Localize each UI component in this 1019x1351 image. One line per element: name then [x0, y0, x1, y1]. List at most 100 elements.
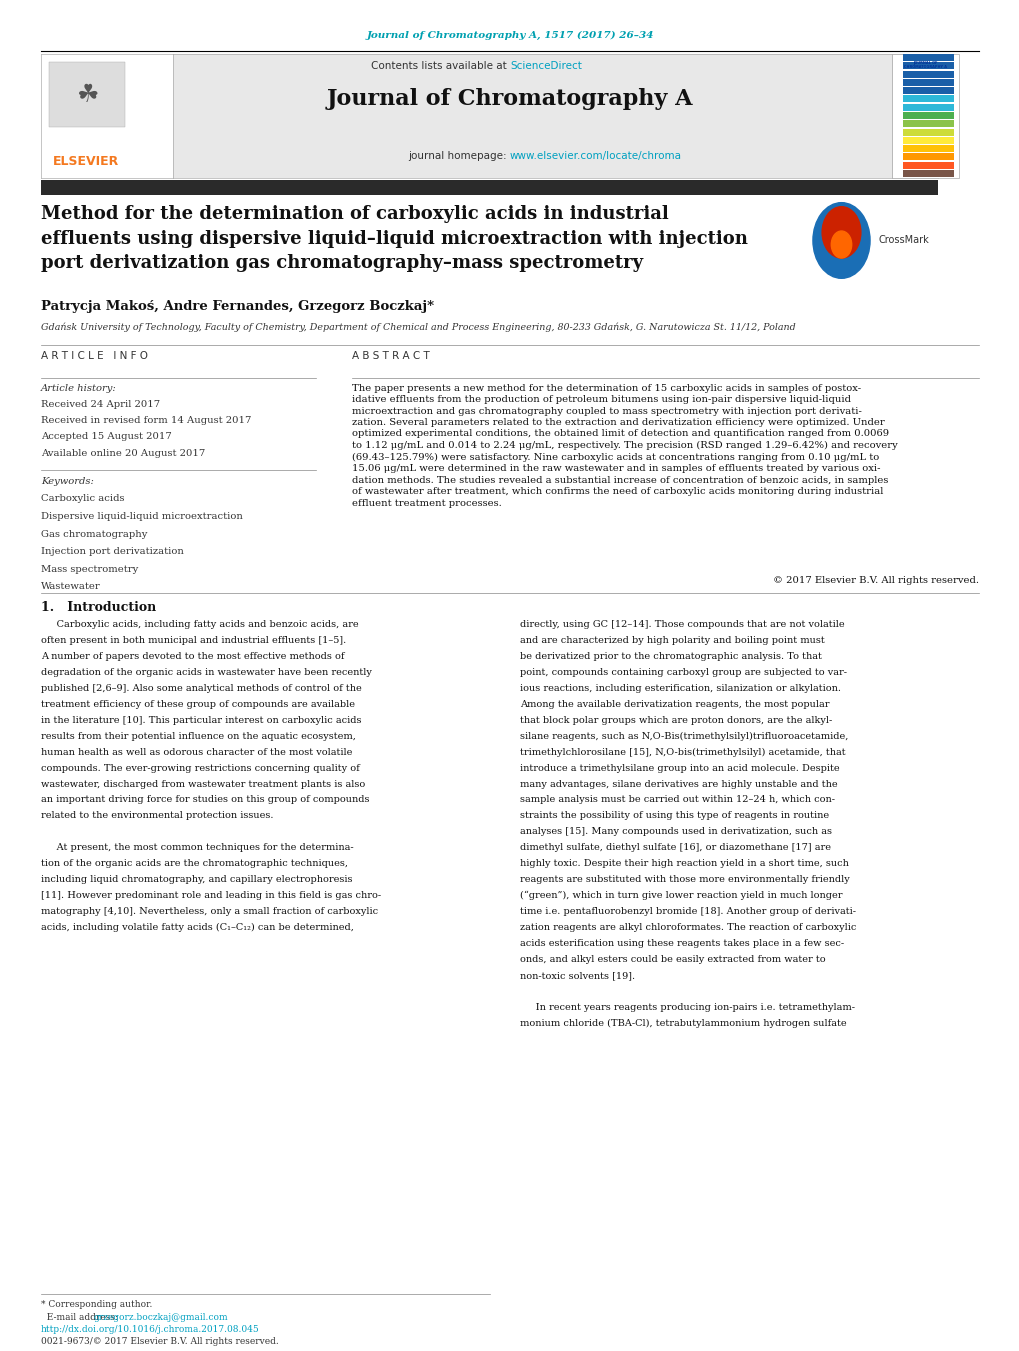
- Text: straints the possibility of using this type of reagents in routine: straints the possibility of using this t…: [520, 812, 828, 820]
- Text: ious reactions, including esterification, silanization or alkylation.: ious reactions, including esterification…: [520, 684, 841, 693]
- Text: CrossMark: CrossMark: [877, 235, 928, 246]
- Text: acids esterification using these reagents takes place in a few sec-: acids esterification using these reagent…: [520, 939, 844, 948]
- Text: Method for the determination of carboxylic acids in industrial
effluents using d: Method for the determination of carboxyl…: [41, 205, 747, 272]
- Text: Article history:: Article history:: [41, 384, 116, 393]
- Text: time i.e. pentafluorobenzyl bromide [18]. Another group of derivati-: time i.e. pentafluorobenzyl bromide [18]…: [520, 907, 855, 916]
- Text: dimethyl sulfate, diethyl sulfate [16], or diazomethane [17] are: dimethyl sulfate, diethyl sulfate [16], …: [520, 843, 830, 852]
- Text: silane reagents, such as N,O-Bis(trimethylsilyl)trifluoroacetamide,: silane reagents, such as N,O-Bis(trimeth…: [520, 732, 848, 740]
- Text: results from their potential influence on the aquatic ecosystem,: results from their potential influence o…: [41, 732, 356, 740]
- Text: Dispersive liquid-liquid microextraction: Dispersive liquid-liquid microextraction: [41, 512, 243, 521]
- Text: sample analysis must be carried out within 12–24 h, which con-: sample analysis must be carried out with…: [520, 796, 835, 804]
- Text: introduce a trimethylsilane group into an acid molecule. Despite: introduce a trimethylsilane group into a…: [520, 763, 839, 773]
- Circle shape: [821, 207, 860, 258]
- Text: A number of papers devoted to the most effective methods of: A number of papers devoted to the most e…: [41, 653, 344, 661]
- Text: Patrycja Makoś, Andre Fernandes, Grzegorz Boczkaj*: Patrycja Makoś, Andre Fernandes, Grzegor…: [41, 300, 433, 313]
- Text: acids, including volatile fatty acids (C₁–C₁₂) can be determined,: acids, including volatile fatty acids (C…: [41, 923, 354, 932]
- Text: highly toxic. Despite their high reaction yield in a short time, such: highly toxic. Despite their high reactio…: [520, 859, 848, 869]
- Text: Injection port derivatization: Injection port derivatization: [41, 547, 183, 557]
- FancyBboxPatch shape: [902, 154, 953, 161]
- Text: 0021-9673/© 2017 Elsevier B.V. All rights reserved.: 0021-9673/© 2017 Elsevier B.V. All right…: [41, 1337, 278, 1347]
- Text: human health as well as odorous character of the most volatile: human health as well as odorous characte…: [41, 747, 352, 757]
- Text: tion of the organic acids are the chromatographic techniques,: tion of the organic acids are the chroma…: [41, 859, 347, 869]
- Text: ☘: ☘: [76, 82, 98, 107]
- FancyBboxPatch shape: [902, 96, 953, 103]
- Text: The paper presents a new method for the determination of 15 carboxylic acids in : The paper presents a new method for the …: [352, 384, 897, 508]
- Text: Carboxylic acids, including fatty acids and benzoic acids, are: Carboxylic acids, including fatty acids …: [41, 620, 358, 630]
- Text: Among the available derivatization reagents, the most popular: Among the available derivatization reage…: [520, 700, 828, 709]
- Text: Gas chromatography: Gas chromatography: [41, 530, 147, 539]
- Text: journal homepage:: journal homepage:: [408, 151, 510, 161]
- Text: www.elsevier.com/locate/chroma: www.elsevier.com/locate/chroma: [510, 151, 682, 161]
- Text: matography [4,10]. Nevertheless, only a small fraction of carboxylic: matography [4,10]. Nevertheless, only a …: [41, 907, 378, 916]
- FancyBboxPatch shape: [902, 78, 953, 86]
- Text: an important driving force for studies on this group of compounds: an important driving force for studies o…: [41, 796, 369, 804]
- FancyBboxPatch shape: [49, 62, 125, 127]
- Text: Received 24 April 2017: Received 24 April 2017: [41, 400, 160, 409]
- Text: trimethylchlorosilane [15], N,O-bis(trimethylsilyl) acetamide, that: trimethylchlorosilane [15], N,O-bis(trim…: [520, 747, 845, 757]
- FancyBboxPatch shape: [902, 136, 953, 143]
- Text: (“green”), which in turn give lower reaction yield in much longer: (“green”), which in turn give lower reac…: [520, 892, 842, 901]
- FancyBboxPatch shape: [41, 54, 173, 178]
- Text: directly, using GC [12–14]. Those compounds that are not volatile: directly, using GC [12–14]. Those compou…: [520, 620, 844, 630]
- Text: that block polar groups which are proton donors, are the alkyl-: that block polar groups which are proton…: [520, 716, 832, 724]
- Text: published [2,6–9]. Also some analytical methods of control of the: published [2,6–9]. Also some analytical …: [41, 684, 361, 693]
- Text: monium chloride (TBA-Cl), tetrabutylammonium hydrogen sulfate: monium chloride (TBA-Cl), tetrabutylammo…: [520, 1019, 846, 1028]
- Text: JOURNAL OF
CHROMATOGRAPHY A: JOURNAL OF CHROMATOGRAPHY A: [903, 61, 947, 69]
- FancyBboxPatch shape: [902, 112, 953, 119]
- Text: in the literature [10]. This particular interest on carboxylic acids: in the literature [10]. This particular …: [41, 716, 361, 724]
- Text: 1.   Introduction: 1. Introduction: [41, 601, 156, 615]
- Text: Accepted 15 August 2017: Accepted 15 August 2017: [41, 432, 171, 442]
- Text: zation reagents are alkyl chloroformates. The reaction of carboxylic: zation reagents are alkyl chloroformates…: [520, 923, 856, 932]
- FancyBboxPatch shape: [892, 54, 958, 178]
- Text: A R T I C L E   I N F O: A R T I C L E I N F O: [41, 351, 148, 361]
- Text: In recent years reagents producing ion-pairs i.e. tetramethylam-: In recent years reagents producing ion-p…: [520, 1002, 854, 1012]
- Text: treatment efficiency of these group of compounds are available: treatment efficiency of these group of c…: [41, 700, 355, 709]
- Text: reagents are substituted with those more environmentally friendly: reagents are substituted with those more…: [520, 875, 849, 884]
- Text: ScienceDirect: ScienceDirect: [510, 61, 581, 70]
- Circle shape: [812, 203, 869, 278]
- Text: [11]. However predominant role and leading in this field is gas chro-: [11]. However predominant role and leadi…: [41, 892, 380, 900]
- FancyBboxPatch shape: [902, 54, 953, 61]
- Text: Wastewater: Wastewater: [41, 582, 101, 592]
- Text: A B S T R A C T: A B S T R A C T: [352, 351, 429, 361]
- FancyBboxPatch shape: [41, 180, 937, 195]
- FancyBboxPatch shape: [41, 54, 937, 178]
- FancyBboxPatch shape: [902, 88, 953, 95]
- Text: wastewater, discharged from wastewater treatment plants is also: wastewater, discharged from wastewater t…: [41, 780, 365, 789]
- Text: onds, and alkyl esters could be easily extracted from water to: onds, and alkyl esters could be easily e…: [520, 955, 825, 963]
- Text: Contents lists available at: Contents lists available at: [371, 61, 510, 70]
- Text: analyses [15]. Many compounds used in derivatization, such as: analyses [15]. Many compounds used in de…: [520, 827, 832, 836]
- FancyBboxPatch shape: [902, 120, 953, 127]
- Text: and are characterized by high polarity and boiling point must: and are characterized by high polarity a…: [520, 636, 824, 644]
- Text: Journal of Chromatography A: Journal of Chromatography A: [326, 88, 693, 109]
- FancyBboxPatch shape: [902, 170, 953, 177]
- Text: related to the environmental protection issues.: related to the environmental protection …: [41, 812, 273, 820]
- Text: including liquid chromatography, and capillary electrophoresis: including liquid chromatography, and cap…: [41, 875, 352, 884]
- Text: © 2017 Elsevier B.V. All rights reserved.: © 2017 Elsevier B.V. All rights reserved…: [772, 576, 978, 585]
- FancyBboxPatch shape: [902, 162, 953, 169]
- Text: E-mail address:: E-mail address:: [41, 1313, 120, 1323]
- Text: non-toxic solvents [19].: non-toxic solvents [19].: [520, 971, 635, 979]
- Text: degradation of the organic acids in wastewater have been recently: degradation of the organic acids in wast…: [41, 667, 371, 677]
- Text: Carboxylic acids: Carboxylic acids: [41, 494, 124, 504]
- Text: many advantages, silane derivatives are highly unstable and the: many advantages, silane derivatives are …: [520, 780, 837, 789]
- FancyBboxPatch shape: [902, 128, 953, 135]
- FancyBboxPatch shape: [902, 62, 953, 69]
- Text: * Corresponding author.: * Corresponding author.: [41, 1300, 152, 1309]
- Text: Mass spectrometry: Mass spectrometry: [41, 565, 138, 574]
- Text: http://dx.doi.org/10.1016/j.chroma.2017.08.045: http://dx.doi.org/10.1016/j.chroma.2017.…: [41, 1325, 259, 1335]
- Text: grzegorz.boczkaj@gmail.com: grzegorz.boczkaj@gmail.com: [94, 1313, 228, 1323]
- Text: point, compounds containing carboxyl group are subjected to var-: point, compounds containing carboxyl gro…: [520, 667, 847, 677]
- Text: Gdańsk University of Technology, Faculty of Chemistry, Department of Chemical an: Gdańsk University of Technology, Faculty…: [41, 323, 795, 332]
- Text: compounds. The ever-growing restrictions concerning quality of: compounds. The ever-growing restrictions…: [41, 763, 360, 773]
- FancyBboxPatch shape: [902, 145, 953, 153]
- Text: Available online 20 August 2017: Available online 20 August 2017: [41, 449, 205, 458]
- Text: ELSEVIER: ELSEVIER: [53, 154, 119, 168]
- FancyBboxPatch shape: [902, 70, 953, 77]
- Text: Received in revised form 14 August 2017: Received in revised form 14 August 2017: [41, 416, 251, 426]
- Circle shape: [830, 231, 851, 258]
- Text: Journal of Chromatography A, 1517 (2017) 26–34: Journal of Chromatography A, 1517 (2017)…: [366, 31, 653, 41]
- Text: Keywords:: Keywords:: [41, 477, 94, 486]
- Text: be derivatized prior to the chromatographic analysis. To that: be derivatized prior to the chromatograp…: [520, 653, 821, 661]
- Text: At present, the most common techniques for the determina-: At present, the most common techniques f…: [41, 843, 353, 852]
